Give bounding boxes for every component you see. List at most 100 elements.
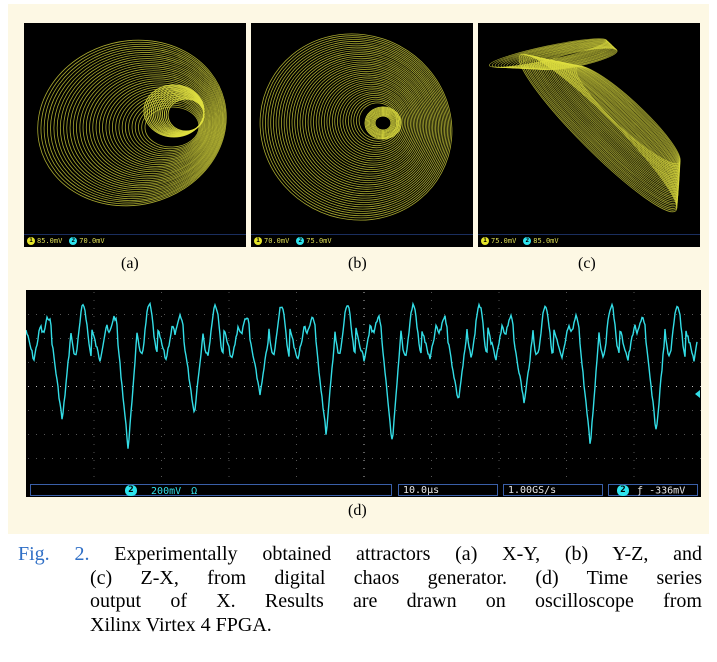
attractor-orbit — [270, 41, 447, 212]
channel-2-badge: 2 — [523, 237, 532, 245]
channel-2-badge: 2 — [617, 485, 629, 496]
attractor-yz-scope: 1 70.0mV 2 75.0mV — [251, 23, 473, 247]
timeseries-scope: 2 200mV Ω 10.0µs 1.00GS/s 2 ƒ -336mV — [26, 290, 701, 497]
attractor-orbit — [37, 39, 227, 207]
attractor-orbit — [275, 44, 444, 208]
panel-c-label: (c) — [578, 255, 596, 272]
caption-line-3: output of X. Results are drawn on oscill… — [90, 590, 702, 612]
attractor-orbit — [315, 72, 422, 175]
channel-2-badge: 2 — [125, 485, 137, 496]
channel-1-badge: 1 — [27, 237, 35, 245]
ch2-scale: 75.0mV — [306, 237, 332, 245]
attractor-orbit — [347, 95, 404, 149]
ch1-scale: 70.0mV — [264, 237, 290, 245]
attractor-orbit — [92, 74, 213, 176]
attractor-orbit — [128, 96, 204, 157]
attractor-orbit — [370, 111, 396, 135]
attractor-orbit — [323, 78, 417, 168]
attractor-orbit — [294, 57, 434, 192]
attractor-orbit — [95, 76, 212, 174]
attractor-zx-scope: 1 75.0mV 2 85.0mV — [478, 23, 700, 247]
attractor-orbit — [304, 65, 428, 184]
attractor-orbit — [40, 41, 226, 205]
timeseries-trace — [26, 301, 698, 449]
attractor-orbit — [69, 60, 219, 189]
attractor-orbit — [540, 58, 679, 194]
attractor-xy-trace — [37, 39, 227, 207]
attractor-orbit — [89, 72, 214, 178]
caption-line-2: (c) Z-X, from digital chaos generator. (… — [90, 566, 702, 589]
attractor-orbit — [259, 33, 453, 221]
attractor-orbit — [108, 84, 209, 167]
attractor-orbit — [267, 39, 448, 214]
vertical-unit: Ω — [191, 485, 198, 497]
attractor-orbit — [534, 57, 679, 199]
ch2-scale: 85.0mV — [533, 237, 559, 245]
attractor-orbit — [76, 64, 217, 185]
attractor-orbit — [350, 96, 402, 147]
attractor-orbit — [538, 47, 618, 71]
attractor-orbit — [318, 74, 420, 173]
attractor-orbit — [310, 69, 425, 179]
trigger-readout: 2 ƒ -336mV — [608, 484, 698, 497]
timeseries-plot — [26, 292, 701, 477]
attractor-orbit — [63, 56, 221, 192]
attractor-orbit — [288, 54, 437, 197]
attractor-orbit — [98, 78, 212, 173]
attractor-orbit — [364, 106, 402, 140]
attractor-yz-trace — [259, 33, 453, 221]
attractor-orbit — [111, 86, 208, 166]
attractor-orbit — [296, 59, 432, 190]
attractor-orbit — [542, 59, 679, 193]
scope-d-statusbar: 2 200mV Ω 10.0µs 1.00GS/s 2 ƒ -336mV — [26, 483, 701, 497]
scope-b-statusbar: 1 70.0mV 2 75.0mV — [251, 234, 473, 247]
figure-caption: Fig. 2. Experimentally obtained attracto… — [18, 543, 702, 637]
attractor-orbit — [56, 52, 222, 196]
attractor-orbit — [307, 67, 426, 181]
caption-line-4: Xilinx Virtex 4 FPGA. — [90, 613, 272, 636]
attractor-xy-scope: 1 85.0mV 2 70.0mV — [24, 23, 246, 247]
attractor-orbit — [138, 102, 202, 152]
attractor-orbit — [575, 65, 681, 165]
attractor-zx-plot — [488, 38, 681, 213]
vertical-scale: 200mV — [151, 485, 182, 497]
attractor-orbit — [59, 54, 222, 194]
attractor-orbit — [50, 47, 224, 200]
trigger-level-marker-icon — [695, 390, 700, 398]
channel-1-badge: 1 — [481, 237, 489, 245]
trigger-slope-icon: ƒ — [637, 485, 644, 497]
attractor-orbit — [373, 114, 393, 132]
panel-d-label: (d) — [348, 502, 367, 519]
attractor-orbit — [538, 58, 679, 196]
attractor-xy-plot — [37, 39, 227, 207]
attractor-zx-trace — [488, 38, 681, 213]
attractor-orbit — [372, 113, 394, 133]
trigger-level: -336mV — [649, 485, 686, 497]
attractor-orbit — [302, 63, 429, 186]
attractor-orbit — [281, 48, 441, 203]
attractor-orbit — [82, 68, 216, 182]
attractor-orbit — [366, 108, 400, 138]
attractor-orbit — [367, 109, 399, 137]
attractor-orbit — [66, 58, 220, 191]
channel-2-badge: 2 — [296, 237, 305, 245]
attractor-orbit — [345, 93, 405, 151]
attractor-orbit — [53, 50, 223, 198]
attractor-orbit — [85, 70, 215, 180]
caption-line-1: Fig. 2. Experimentally obtained attracto… — [18, 543, 702, 565]
ch1-scale: 75.0mV — [491, 237, 517, 245]
attractor-orbit — [331, 83, 413, 162]
attractor-orbit — [118, 90, 207, 162]
attractor-orbit — [329, 82, 414, 164]
attractor-orbit — [134, 100, 202, 153]
attractor-orbit — [105, 82, 210, 169]
attractor-orbit — [342, 91, 407, 153]
attractor-orbit — [371, 112, 395, 134]
attractor-orbit — [326, 80, 416, 166]
attractor-orbit — [532, 56, 679, 201]
attractor-orbit — [262, 35, 451, 219]
channel-2-badge: 2 — [69, 237, 78, 245]
ch2-scale: 70.0mV — [79, 237, 105, 245]
attractor-orbit — [72, 62, 218, 187]
